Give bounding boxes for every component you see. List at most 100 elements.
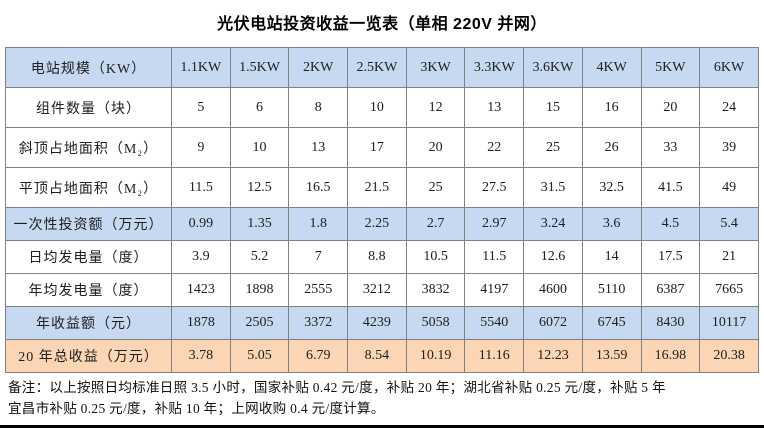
- data-cell: 39: [699, 127, 759, 168]
- data-cell: 25: [523, 127, 583, 168]
- data-cell: 5.4: [699, 207, 759, 241]
- data-cell: 4.5: [640, 207, 701, 241]
- data-cell: 32.5: [581, 167, 642, 208]
- data-cell: 16: [581, 87, 642, 128]
- data-cell: 17.5: [640, 240, 701, 274]
- footnote: 备注：以上按照日均标准日照 3.5 小时，国家补贴 0.42 元/度，补贴 20…: [8, 377, 758, 419]
- data-cell: 10: [229, 127, 290, 168]
- data-cell: 22: [464, 127, 525, 168]
- table-row: 电站规模（KW） 1.1KW 1.5KW 2KW 2.5KW 3KW 3.3KW 3.6KW 4…: [5, 47, 759, 88]
- data-cell: 3832: [405, 273, 466, 307]
- data-cell: 2.25: [347, 207, 407, 241]
- data-cell: 12.5: [229, 167, 290, 208]
- footnote-line-1: 备注：以上按照日均标准日照 3.5 小时，国家补贴 0.42 元/度，补贴 20…: [8, 380, 666, 395]
- data-cell: 7665: [699, 273, 759, 307]
- data-cell: 13: [288, 127, 349, 168]
- data-cell: 15: [523, 87, 583, 128]
- row-label: 年均发电量（度）: [5, 273, 172, 307]
- table-row: 平顶占地面积（M₂） 11.5 12.5 16.5 21.5 25 27.5 31.5 32.5…: [5, 167, 759, 208]
- table-row: 一次性投资额（万元） 0.99 1.35 1.8 2.25 2.7 2.97 3.24 3.6 4…: [5, 207, 759, 241]
- table-row: 组件数量（块） 5 6 8 10 12 13 15 16 20 24: [5, 87, 759, 128]
- data-cell: 4600: [523, 273, 583, 307]
- data-cell: 2505: [229, 306, 290, 340]
- data-cell: 16.98: [640, 339, 701, 373]
- row-label: 20 年总收益（万元）: [5, 339, 172, 373]
- data-cell: 31.5: [523, 167, 583, 208]
- data-cell: 1.35: [229, 207, 290, 241]
- table-row: 20 年总收益（万元） 3.78 5.05 6.79 8.54 10.19 11.16 12.…: [5, 339, 759, 373]
- data-cell: 1.5KW: [229, 47, 290, 88]
- data-cell: 13.59: [581, 339, 642, 373]
- data-cell: 3212: [347, 273, 407, 307]
- data-cell: 5.2: [229, 240, 290, 274]
- data-cell: 3KW: [405, 47, 466, 88]
- data-cell: 12.23: [523, 339, 583, 373]
- data-cell: 14: [581, 240, 642, 274]
- table-row: 年均发电量（度） 1423 1898 2555 3212 3832 4197 4600 5110…: [5, 273, 759, 307]
- data-cell: 3.6KW: [523, 47, 583, 88]
- data-cell: 1.1KW: [171, 47, 231, 88]
- data-cell: 41.5: [640, 167, 701, 208]
- data-cell: 2KW: [288, 47, 349, 88]
- row-label: 日均发电量（度）: [5, 240, 172, 274]
- footnote-line-2: 宜昌市补贴 0.25 元/度，补贴 10 年；上网收购 0.4 元/度计算。: [8, 401, 385, 416]
- data-cell: 20: [640, 87, 701, 128]
- data-cell: 5KW: [640, 47, 701, 88]
- data-cell: 2.97: [464, 207, 525, 241]
- data-cell: 26: [581, 127, 642, 168]
- data-cell: 6745: [581, 306, 642, 340]
- data-cell: 6072: [523, 306, 583, 340]
- data-cell: 20.38: [699, 339, 759, 373]
- data-cell: 17: [347, 127, 407, 168]
- data-cell: 0.99: [171, 207, 231, 241]
- data-cell: 11.5: [171, 167, 231, 208]
- investment-table: 电站规模（KW） 1.1KW 1.5KW 2KW 2.5KW 3KW 3.3KW 3.6KW 4…: [5, 47, 759, 373]
- data-cell: 12.6: [523, 240, 583, 274]
- data-cell: 10.5: [405, 240, 466, 274]
- data-cell: 9: [171, 127, 231, 168]
- data-cell: 11.16: [464, 339, 525, 373]
- row-label: 组件数量（块）: [5, 87, 172, 128]
- data-cell: 3.24: [523, 207, 583, 241]
- row-label: 电站规模（KW）: [5, 47, 172, 88]
- data-cell: 16.5: [288, 167, 349, 208]
- table-row: 日均发电量（度） 3.9 5.2 7 8.8 10.5 11.5 12.6 14 17.5 21: [5, 240, 759, 274]
- data-cell: 3.6: [581, 207, 642, 241]
- data-cell: 21.5: [347, 167, 407, 208]
- data-cell: 10.19: [405, 339, 466, 373]
- data-cell: 2555: [288, 273, 349, 307]
- data-cell: 8: [288, 87, 349, 128]
- data-cell: 3.9: [171, 240, 231, 274]
- data-cell: 3.78: [171, 339, 231, 373]
- data-cell: 8430: [640, 306, 701, 340]
- data-cell: 1423: [171, 273, 231, 307]
- data-cell: 8.54: [347, 339, 407, 373]
- data-cell: 49: [699, 167, 759, 208]
- data-cell: 24: [699, 87, 759, 128]
- page-bottom-rule: [0, 425, 764, 428]
- data-cell: 3.3KW: [464, 47, 525, 88]
- data-cell: 5110: [581, 273, 642, 307]
- row-label: 年收益额（元）: [5, 306, 172, 340]
- row-label: 斜顶占地面积（M₂）: [5, 127, 172, 168]
- data-cell: 4197: [464, 273, 525, 307]
- data-cell: 20: [405, 127, 466, 168]
- data-cell: 6.79: [288, 339, 349, 373]
- table-row: 斜顶占地面积（M₂） 9 10 13 17 20 22 25 26 33 39: [5, 127, 759, 168]
- data-cell: 4239: [347, 306, 407, 340]
- data-cell: 5058: [405, 306, 466, 340]
- data-cell: 8.8: [347, 240, 407, 274]
- data-cell: 1.8: [288, 207, 349, 241]
- data-cell: 10117: [699, 306, 759, 340]
- data-cell: 7: [288, 240, 349, 274]
- data-cell: 3372: [288, 306, 349, 340]
- data-cell: 25: [405, 167, 466, 208]
- data-cell: 5.05: [229, 339, 290, 373]
- data-cell: 2.5KW: [347, 47, 407, 88]
- data-cell: 6KW: [699, 47, 759, 88]
- data-cell: 2.7: [405, 207, 466, 241]
- table-row: 年收益额（元） 1878 2505 3372 4239 5058 5540 6072 6745 8…: [5, 306, 759, 340]
- data-cell: 6: [229, 87, 290, 128]
- data-cell: 10: [347, 87, 407, 128]
